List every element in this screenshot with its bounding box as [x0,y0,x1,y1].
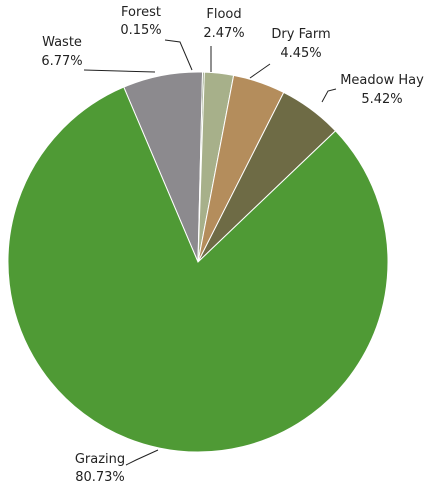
leader-line [83,69,156,73]
slice-label: Forest [121,5,161,20]
leader-line [249,63,271,79]
leader-line [125,449,159,466]
slice-value-label: 6.77% [41,54,82,69]
slice-label: Grazing [75,452,125,467]
slice-label: Waste [42,35,82,50]
slice-value-label: 80.73% [75,470,125,485]
pie-slice [7,86,389,453]
slice-label: Dry Farm [271,27,330,42]
slice-value-label: 5.42% [361,92,402,107]
leader-line [321,88,337,103]
slice-value-label: 2.47% [203,26,244,41]
slice-value-label: 0.15% [120,23,161,38]
slice-label: Flood [206,7,241,22]
slice-label: Meadow Hay [340,73,424,88]
slice-value-label: 4.45% [280,46,321,61]
leader-line [164,39,193,71]
